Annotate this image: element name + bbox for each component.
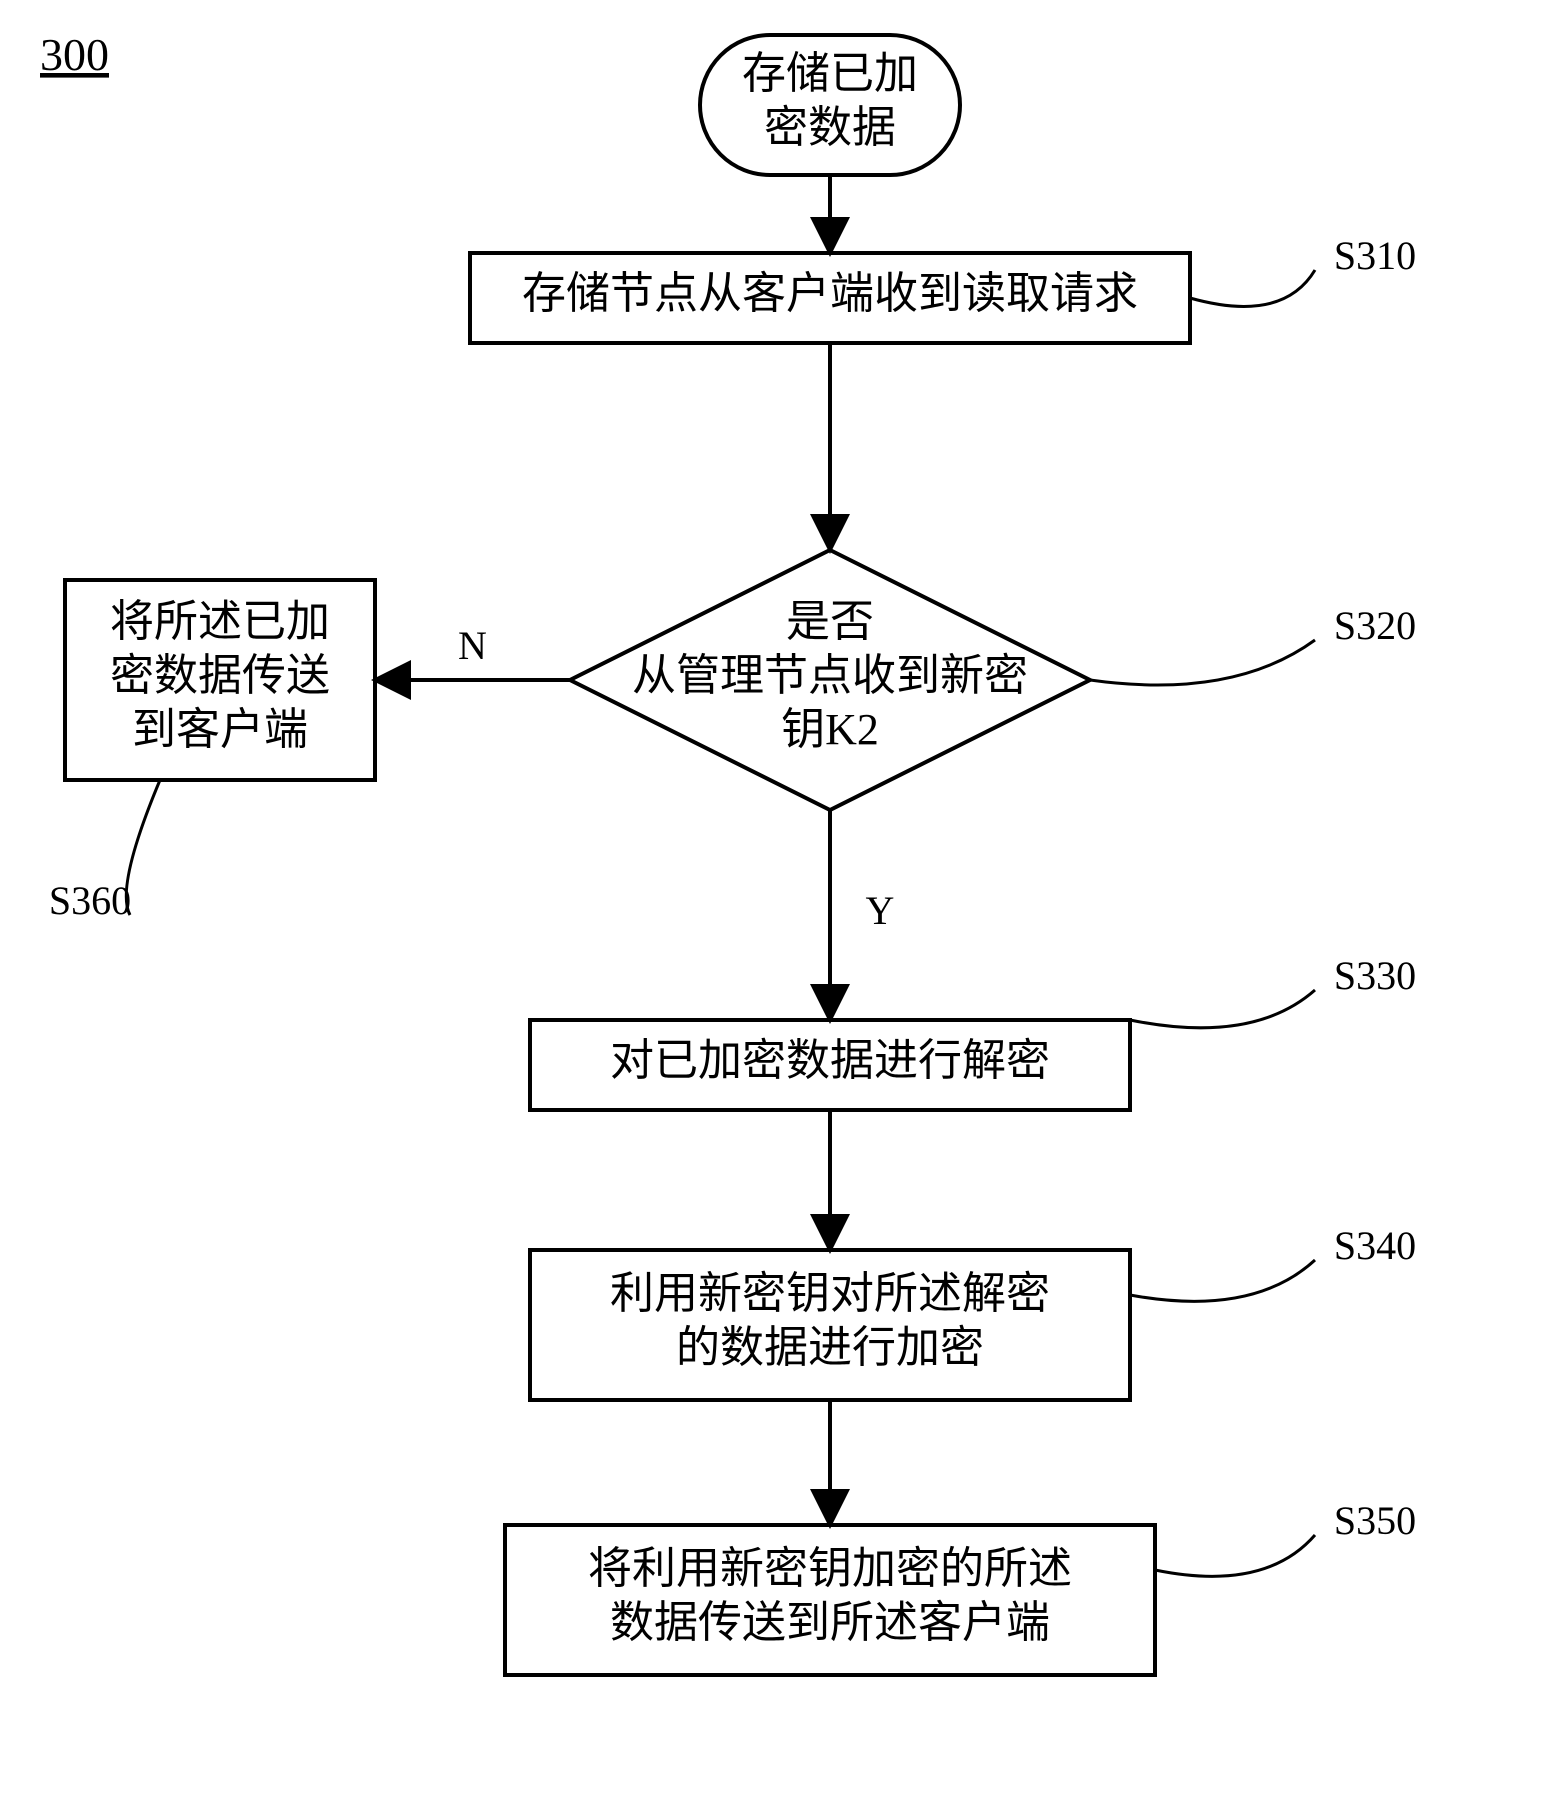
- node-start: 存储已加密数据: [700, 35, 960, 175]
- svg-text:到客户端: 到客户端: [132, 705, 308, 754]
- node-s310: 存储节点从客户端收到读取请求: [470, 253, 1190, 343]
- svg-text:是否: 是否: [786, 597, 874, 646]
- svg-text:数据传送到所述客户端: 数据传送到所述客户端: [610, 1598, 1050, 1647]
- node-s330: 对已加密数据进行解密: [530, 1020, 1130, 1110]
- svg-text:存储节点从客户端收到读取请求: 存储节点从客户端收到读取请求: [522, 269, 1138, 318]
- figure-number: 300: [40, 29, 109, 80]
- node-s350: 将利用新密钥加密的所述数据传送到所述客户端: [505, 1525, 1155, 1675]
- svg-text:钥K2: 钥K2: [781, 705, 879, 754]
- svg-text:将所述已加: 将所述已加: [110, 597, 330, 646]
- svg-text:密数据: 密数据: [764, 103, 896, 152]
- flowchart-diagram: 300 存储已加密数据存储节点从客户端收到读取请求是否从管理节点收到新密钥K2 将所…: [0, 0, 1548, 1813]
- svg-text:将利用新密钥加密的所述: 将利用新密钥加密的所述: [588, 1544, 1072, 1593]
- svg-text:从管理节点收到新密: 从管理节点收到新密: [632, 651, 1028, 700]
- node-s360: 将所述已加密数据传送到客户端: [65, 580, 375, 780]
- step-label-s360: S360: [49, 878, 131, 923]
- svg-text:利用新密钥对所述解密: 利用新密钥对所述解密: [610, 1269, 1050, 1318]
- node-s340: 利用新密钥对所述解密的数据进行加密: [530, 1250, 1130, 1400]
- svg-text:对已加密数据进行解密: 对已加密数据进行解密: [610, 1036, 1050, 1085]
- step-label-s310: S310: [1334, 233, 1416, 278]
- step-label-s350: S350: [1334, 1498, 1416, 1543]
- edge-label-Y: Y: [866, 888, 895, 933]
- node-s320: 是否从管理节点收到新密钥K2: [570, 550, 1090, 810]
- svg-text:密数据传送: 密数据传送: [110, 651, 330, 700]
- step-label-s330: S330: [1334, 953, 1416, 998]
- step-label-s340: S340: [1334, 1223, 1416, 1268]
- svg-text:存储已加: 存储已加: [742, 49, 918, 98]
- step-label-s320: S320: [1334, 603, 1416, 648]
- svg-text:的数据进行加密: 的数据进行加密: [676, 1323, 984, 1372]
- edge-label-N: N: [458, 623, 487, 668]
